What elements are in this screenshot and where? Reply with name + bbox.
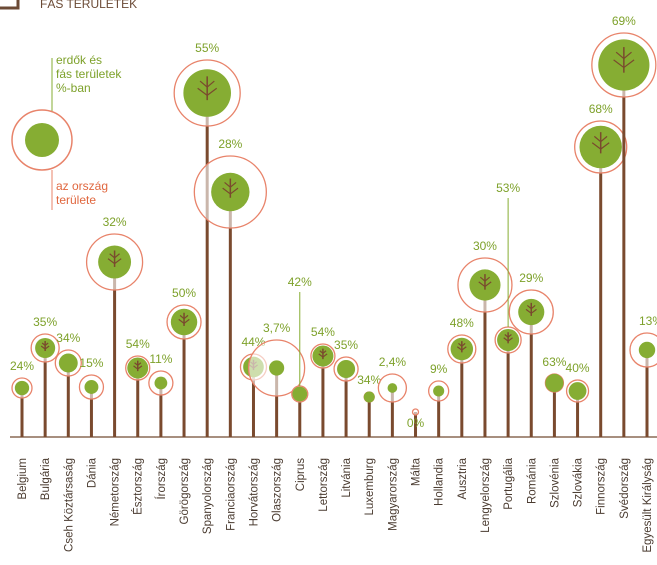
legend-text: területe: [56, 193, 96, 207]
value-label: 13%: [639, 314, 657, 328]
forest-crown: [545, 373, 564, 393]
forest-crown: [433, 385, 445, 397]
value-label: 40%: [566, 361, 590, 375]
value-label: 54%: [126, 337, 150, 351]
x-tick-label: Málta: [411, 457, 423, 486]
branch: [107, 253, 122, 265]
value-label: 69%: [612, 14, 636, 28]
x-tick-label: Írország: [155, 458, 168, 500]
forest-crown: [14, 380, 30, 396]
legend-text: erdők és: [56, 53, 102, 67]
value-label: 34%: [56, 331, 80, 345]
branch: [178, 314, 190, 325]
forest-crown: [387, 383, 398, 393]
branch: [456, 342, 467, 351]
forest-crown: [292, 386, 308, 402]
value-label: 3,7%: [263, 321, 291, 335]
x-tick-label: Észtország: [132, 458, 145, 515]
legend-text: az ország: [56, 179, 108, 193]
x-tick-label: Németország: [110, 458, 122, 526]
value-label: 32%: [103, 215, 127, 229]
value-label: 35%: [334, 338, 358, 352]
value-label: 30%: [473, 239, 497, 253]
value-label: 63%: [542, 355, 566, 369]
value-label: 2,4%: [379, 355, 407, 369]
value-label: 0%: [407, 416, 425, 430]
legend-text: %-ban: [56, 81, 91, 95]
value-label: 15%: [79, 356, 103, 370]
legend: erdők és fás területek %-ban az ország t…: [11, 53, 122, 210]
x-tick-label: Cseh Köztársaság: [63, 458, 75, 552]
x-tick-label: Finnország: [596, 458, 608, 515]
forest-crown: [568, 382, 587, 400]
x-tick-label: Bulgária: [40, 457, 52, 500]
forest-crown: [58, 353, 78, 373]
forest-crown: [269, 360, 285, 376]
forest-crown: [154, 376, 168, 390]
branch: [478, 276, 492, 288]
x-tick-label: Dánia: [86, 457, 98, 488]
x-tick-label: Luxemburg: [364, 458, 376, 516]
branch: [197, 80, 218, 97]
x-tick-label: Lettország: [318, 458, 330, 512]
forest-crown: [84, 380, 99, 394]
country-ring: [411, 408, 420, 416]
value-label: 34%: [357, 373, 381, 387]
x-tick-label: Portugália: [503, 457, 515, 509]
x-tick-label: Hollandia: [434, 457, 446, 506]
legend-dot: [25, 123, 59, 157]
value-label: 50%: [172, 286, 196, 300]
value-label: 35%: [33, 315, 57, 329]
value-label: 68%: [589, 102, 613, 116]
branch: [613, 51, 635, 69]
branch: [222, 181, 239, 195]
forest-crown: [638, 341, 656, 359]
x-tick-label: Spanyolország: [202, 458, 214, 534]
value-label: 24%: [10, 359, 34, 373]
x-tick-label: Olaszország: [272, 458, 284, 522]
x-tick-label: Egyesült Királyság: [642, 458, 654, 553]
branch: [525, 305, 537, 315]
x-tick-label: Lengyelország: [480, 458, 492, 533]
legend-text: fás területek: [56, 67, 122, 81]
branch: [40, 342, 50, 350]
branch: [133, 362, 143, 370]
value-label: 55%: [195, 41, 219, 55]
x-tick-label: Ausztria: [457, 457, 469, 499]
x-tick-label: Magyarország: [387, 458, 399, 531]
value-label: 54%: [311, 325, 335, 339]
x-tick-label: Svédország: [619, 458, 631, 519]
x-tick-label: Szlovénia: [549, 457, 561, 507]
forest-crown: [363, 391, 375, 403]
branch: [318, 350, 328, 358]
chart-title: FÁS TERÜLETEK: [40, 0, 137, 11]
title-icon: [0, 0, 20, 10]
value-label: 29%: [519, 271, 543, 285]
value-label: 48%: [450, 316, 474, 330]
value-label: 11%: [149, 352, 172, 366]
x-tick-label: Litvánia: [341, 457, 353, 497]
x-tick-label: Görögország: [179, 458, 191, 524]
x-tick-label: Szlovákia: [573, 457, 585, 507]
branch: [503, 334, 513, 342]
branch: [591, 135, 610, 150]
value-label: 9%: [430, 362, 448, 376]
value-label: 53%: [496, 181, 520, 195]
forest-crown: [337, 359, 356, 379]
x-tick-label: Románia: [526, 457, 538, 504]
value-label: 42%: [288, 275, 312, 289]
x-tick-label: Horvátország: [248, 458, 260, 526]
x-tick-label: Belgium: [17, 458, 29, 500]
x-tick-label: Franciaország: [225, 458, 237, 531]
x-tick-label: Ciprus: [295, 458, 307, 491]
value-label: 28%: [218, 137, 242, 151]
